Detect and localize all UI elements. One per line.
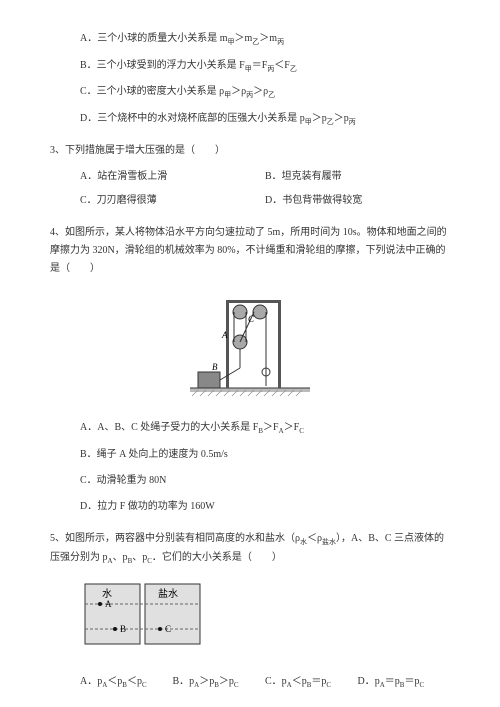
salt-label: 盐水 [158, 587, 178, 600]
t: D．p [358, 676, 380, 687]
t: ＞p [219, 676, 234, 687]
t: A．A、B、C 处绳子受力的大小关系是 F [80, 422, 258, 433]
t: B．p [173, 676, 195, 687]
t: ＞ρ [253, 86, 268, 97]
s: C [142, 681, 147, 689]
left-container [85, 584, 140, 644]
top-beam [226, 300, 281, 303]
label-a: A [221, 330, 228, 340]
q4-c: C．动滑轮重为 80N [80, 472, 450, 490]
q5-a: A．pA＜pB＜pC [80, 673, 173, 692]
q4-d: D．拉力 F 做功的功率为 160W [80, 498, 450, 516]
t: ＞m [259, 33, 277, 44]
q3-stem: 3、下列措施属于增大压强的是（ ） [50, 142, 450, 160]
dot-c: C [165, 624, 171, 634]
label-b: B [212, 362, 218, 372]
t: ＝p [311, 676, 326, 687]
t: ＞p [334, 113, 349, 124]
sub: 甲 [228, 38, 235, 46]
q3-row2: C．刀刃磨得很薄 D．书包背带做得较宽 [80, 192, 450, 210]
q2-option-c: C．三个小球的密度大小关系是 ρ甲＞ρ丙＞ρ乙 [80, 83, 450, 102]
sub: 水 [300, 538, 307, 546]
t: ＞F [263, 422, 279, 433]
q5-d: D．pA＝pB＝pC [358, 673, 451, 692]
q5-c: C．pA＜pB＝pC [265, 673, 358, 692]
t: C．三个小球的密度大小关系是 ρ [80, 86, 224, 97]
t: ＞F [284, 422, 300, 433]
q2-a-text: A．三个小球的质量大小关系是 m [80, 33, 228, 44]
block [198, 372, 220, 388]
t: ＝p [404, 676, 419, 687]
q5-b: B．pA＞pB＞pC [173, 673, 266, 692]
pulley-diagram: A C B [190, 290, 310, 400]
dot-b: B [120, 624, 126, 634]
q5-figure: 水 盐水 A B C [80, 579, 450, 661]
s: C [234, 681, 239, 689]
q3-a: A．站在滑雪板上滑 [80, 168, 265, 186]
q4-b: B．绳子 A 处向上的速度为 0.5m/s [80, 446, 450, 464]
t: ．它们的大小关系是（ ） [152, 552, 282, 563]
sub: 甲 [245, 65, 252, 73]
pulley-top-left [233, 305, 247, 319]
q2-option-b: B．三个小球受到的浮力大小关系是 F甲＝F丙＜F乙 [80, 57, 450, 76]
ground [190, 388, 310, 392]
sub: 乙 [327, 118, 334, 126]
sub: 甲 [305, 118, 312, 126]
t: ＝p [385, 676, 400, 687]
t: 5、如图所示，两容器中分别装有相同高度的水和盐水（ρ [50, 533, 300, 544]
sub: 丙 [277, 38, 284, 46]
q3-row1: A．站在滑雪板上滑 B．坦克装有履带 [80, 168, 450, 186]
post-right [278, 300, 281, 388]
pulley-top-right [253, 305, 267, 319]
t: ＜p [107, 676, 122, 687]
sub: C [299, 427, 304, 435]
q5-stem: 5、如图所示，两容器中分别装有相同高度的水和盐水（ρ水＜ρ盐水），A、B、C 三… [50, 530, 450, 567]
dot-a: A [105, 599, 112, 609]
t: 、p [132, 552, 147, 563]
t: ＜p [292, 676, 307, 687]
s: C [326, 681, 331, 689]
t: ＞p [199, 676, 214, 687]
t: C．p [265, 676, 287, 687]
container-diagram: 水 盐水 A B C [80, 579, 220, 654]
sub: 丙 [349, 118, 356, 126]
q3-b: B．坦克装有履带 [265, 168, 450, 186]
t: ＜ρ [307, 533, 322, 544]
q4-figure: A C B [50, 290, 450, 407]
t: ＞p [312, 113, 327, 124]
t: B．三个小球受到的浮力大小关系是 F [80, 60, 245, 71]
t: ＜F [274, 60, 290, 71]
q4-stem: 4、如图所示，某人将物体沿水平方向匀速拉动了 5m，所用时间为 10s。物体和地… [50, 224, 450, 278]
t: 、p [113, 552, 128, 563]
sub: 乙 [268, 91, 275, 99]
s: C [419, 681, 424, 689]
q4-a: A．A、B、C 处绳子受力的大小关系是 FB＞FA＞FC [80, 419, 450, 438]
q3-c: C．刀刃磨得很薄 [80, 192, 265, 210]
label-c: C [248, 314, 255, 324]
t: ＞ρ [231, 86, 246, 97]
q5-options: A．pA＜pB＜pC B．pA＞pB＞pC C．pA＜pB＝pC D．pA＝pB… [80, 673, 450, 692]
q2-option-d: D．三个烧杯中的水对烧杯底部的压强大小关系是 p甲＞p乙＞p丙 [80, 110, 450, 129]
q3-d: D．书包背带做得较宽 [265, 192, 450, 210]
t: ＞m [235, 33, 253, 44]
t: ＝F [252, 60, 268, 71]
t: A．p [80, 676, 102, 687]
sub: 盐水 [322, 538, 336, 546]
q2-option-a: A．三个小球的质量大小关系是 m甲＞m乙＞m丙 [80, 30, 450, 49]
t: D．三个烧杯中的水对烧杯底部的压强大小关系是 p [80, 113, 305, 124]
t: ＜p [127, 676, 142, 687]
sub: 乙 [290, 65, 297, 73]
